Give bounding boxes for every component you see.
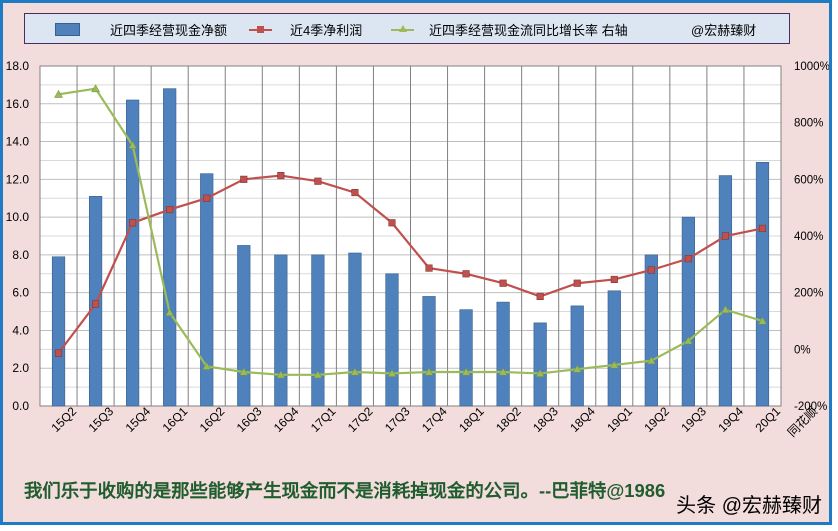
svg-text:18Q3: 18Q3 xyxy=(530,404,561,435)
svg-text:14.0: 14.0 xyxy=(6,135,30,149)
svg-text:200%: 200% xyxy=(794,288,823,300)
svg-text:15Q4: 15Q4 xyxy=(123,404,154,435)
svg-text:16Q1: 16Q1 xyxy=(160,404,191,435)
svg-text:0.0: 0.0 xyxy=(12,399,29,413)
svg-text:19Q1: 19Q1 xyxy=(604,404,635,435)
svg-text:19Q4: 19Q4 xyxy=(715,404,746,435)
svg-text:17Q2: 17Q2 xyxy=(345,404,376,435)
svg-text:15Q3: 15Q3 xyxy=(86,404,117,435)
svg-text:18.0: 18.0 xyxy=(6,59,30,73)
svg-text:4.0: 4.0 xyxy=(12,323,29,337)
svg-text:18Q2: 18Q2 xyxy=(493,404,524,435)
svg-text:6.0: 6.0 xyxy=(12,286,29,300)
svg-text:19Q2: 19Q2 xyxy=(641,404,672,435)
svg-text:600%: 600% xyxy=(794,174,823,186)
svg-text:18Q1: 18Q1 xyxy=(456,404,487,435)
svg-text:20Q1: 20Q1 xyxy=(752,404,783,435)
svg-text:12.0: 12.0 xyxy=(6,172,30,186)
svg-text:16Q2: 16Q2 xyxy=(197,404,228,435)
svg-text:17Q1: 17Q1 xyxy=(308,404,339,435)
svg-text:16.0: 16.0 xyxy=(6,97,30,111)
svg-text:10.0: 10.0 xyxy=(6,210,30,224)
svg-text:800%: 800% xyxy=(794,118,823,130)
svg-text:19Q3: 19Q3 xyxy=(678,404,709,435)
svg-text:17Q4: 17Q4 xyxy=(419,404,450,435)
svg-text:0%: 0% xyxy=(794,344,811,356)
svg-text:16Q3: 16Q3 xyxy=(234,404,265,435)
svg-text:18Q4: 18Q4 xyxy=(567,404,598,435)
svg-text:15Q2: 15Q2 xyxy=(49,404,80,435)
svg-text:2.0: 2.0 xyxy=(12,361,29,375)
svg-text:400%: 400% xyxy=(794,231,823,243)
svg-text:1000%: 1000% xyxy=(794,61,830,73)
svg-text:16Q4: 16Q4 xyxy=(271,404,302,435)
svg-text:17Q3: 17Q3 xyxy=(382,404,413,435)
svg-text:8.0: 8.0 xyxy=(12,248,29,262)
